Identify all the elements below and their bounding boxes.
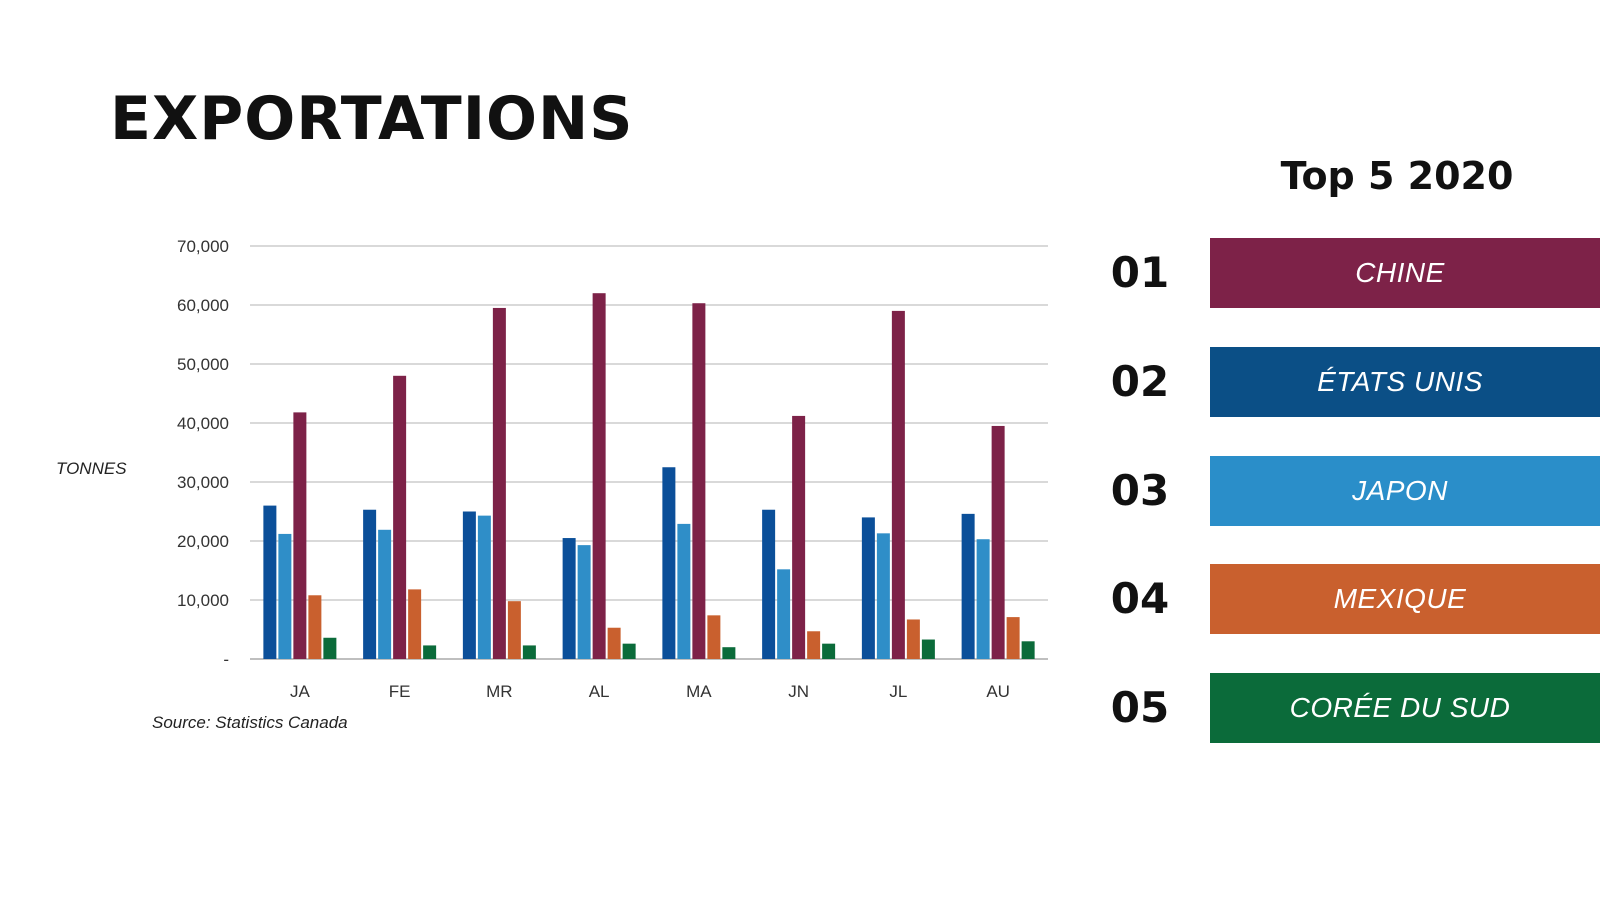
x-tick-label: JA	[290, 682, 311, 701]
bar	[876, 533, 890, 659]
bar	[607, 627, 621, 659]
rank-country-label: JAPON	[1352, 475, 1448, 506]
bar	[507, 601, 521, 659]
bar	[1006, 617, 1020, 659]
rank-country-label: CHINE	[1355, 257, 1445, 288]
bar	[891, 310, 905, 659]
x-tick-label: JL	[889, 682, 907, 701]
bar	[861, 517, 875, 659]
y-axis-label: TONNES	[56, 459, 127, 478]
x-tick-label: MA	[686, 682, 712, 701]
bar	[692, 303, 706, 659]
bar	[562, 538, 576, 659]
x-tick-label: AU	[986, 682, 1010, 701]
y-tick-label: 20,000	[177, 532, 229, 551]
bar	[991, 425, 1005, 659]
x-tick-label: AL	[589, 682, 610, 701]
bar	[707, 615, 721, 659]
rank-country-label: ÉTATS UNIS	[1317, 366, 1483, 397]
bar	[1021, 641, 1035, 659]
bar	[921, 639, 935, 659]
bar	[293, 412, 307, 659]
rank-number: 05	[1110, 683, 1170, 732]
rank-number: 03	[1110, 466, 1170, 515]
rank-number: 04	[1110, 574, 1170, 623]
bar	[577, 545, 591, 659]
y-tick-label: 60,000	[177, 296, 229, 315]
bar	[408, 589, 422, 659]
bar	[323, 637, 337, 659]
bar	[363, 509, 377, 659]
bar	[807, 631, 821, 659]
y-tick-label: 70,000	[177, 237, 229, 256]
bar-chart: TONNES Source: Statistics Canada - 10,000…	[56, 237, 1048, 732]
bar	[378, 529, 392, 659]
y-tick-label: 30,000	[177, 473, 229, 492]
bar	[393, 375, 407, 659]
bar	[462, 511, 476, 659]
rank-number: 02	[1110, 357, 1170, 406]
bar	[592, 293, 606, 659]
rank-number: 01	[1110, 248, 1170, 297]
x-tick-label: JN	[788, 682, 809, 701]
y-tick-label: -	[223, 650, 229, 669]
x-tick-label: FE	[389, 682, 411, 701]
bar	[263, 505, 277, 659]
bar	[777, 569, 791, 659]
bar	[477, 515, 491, 659]
page-title: EXPORTATIONS	[110, 84, 634, 154]
rank-country-label: MEXIQUE	[1333, 583, 1467, 614]
bar	[961, 513, 975, 659]
bar	[822, 643, 836, 659]
bar	[423, 645, 437, 659]
x-tick-label: MR	[486, 682, 512, 701]
rank-bar-5: CORÉE DU SUD	[1210, 673, 1600, 743]
y-tick-label: 10,000	[177, 591, 229, 610]
bar	[906, 619, 920, 659]
bar	[976, 539, 990, 659]
bar	[522, 645, 536, 659]
bar	[622, 643, 636, 659]
bar	[792, 415, 806, 659]
rank-country-label: CORÉE DU SUD	[1289, 692, 1511, 723]
bar	[677, 523, 691, 659]
bar	[762, 509, 776, 659]
y-tick-label: 50,000	[177, 355, 229, 374]
bar	[308, 595, 322, 659]
bar	[278, 533, 292, 659]
bar	[722, 647, 736, 659]
top5-title: Top 5 2020	[1280, 154, 1514, 198]
rank-bar-3: JAPON	[1210, 456, 1600, 526]
chart-source: Source: Statistics Canada	[152, 713, 348, 732]
y-tick-label: 40,000	[177, 414, 229, 433]
rank-bar-4: MEXIQUE	[1210, 564, 1600, 634]
bar	[492, 307, 506, 659]
rank-bar-2: ÉTATS UNIS	[1210, 347, 1600, 417]
rank-bar-1: CHINE	[1210, 238, 1600, 308]
bar	[662, 467, 676, 659]
